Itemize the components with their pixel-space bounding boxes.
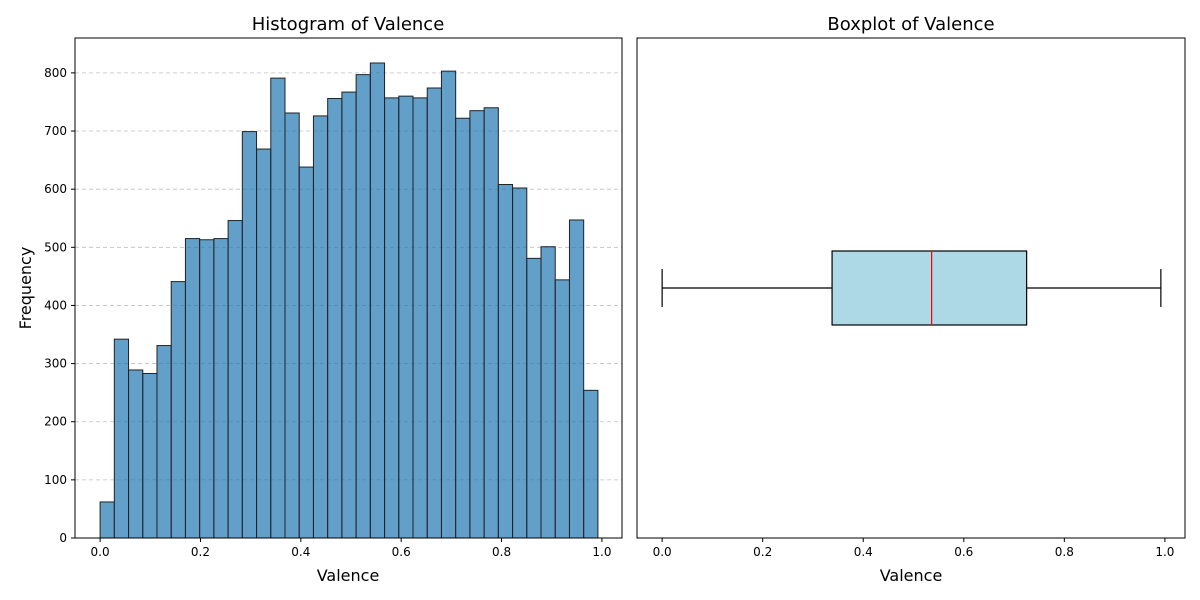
boxplot-x-tick-label: 0.2 [753,545,772,559]
histogram-y-tick-label: 300 [44,357,67,371]
histogram-bar [184,238,201,539]
histogram-bar [227,220,243,539]
histogram-y-tick-label: 600 [44,182,67,196]
histogram-y-axis-label: Frequency [16,247,35,330]
histogram-y-ticks: 0 100 200 300 400 500 600 700 800 [44,66,75,545]
histogram-bar [241,131,258,539]
boxplot-x-ticks: 0.0 0.2 0.4 0.6 0.8 1.0 [653,538,1174,559]
histogram-y-tick-label: 800 [44,66,67,80]
boxplot-x-tick-label: 0.6 [954,545,973,559]
boxplot-panel: Boxplot of Valence 0.0 0.2 0.4 0.6 0.8 1.0 Va… [636,14,1186,585]
histogram-bars [99,62,599,539]
histogram-bar [369,62,386,539]
histogram-bar [440,70,457,539]
histogram-bar [199,239,215,539]
histogram-y-tick-label: 200 [44,415,67,429]
histogram-bar [284,112,300,539]
histogram-y-tick-label: 700 [44,124,67,138]
histogram-bar [156,345,172,539]
boxplot-body [661,250,1162,326]
histogram-bar [398,95,414,539]
histogram-x-axis-label: Valence [317,566,380,585]
histogram-title: Histogram of Valence [252,14,445,35]
histogram-x-tick-label: 0.2 [191,545,210,559]
histogram-bar [170,281,186,539]
histogram-bar [256,148,272,539]
boxplot-x-tick-label: 0.0 [653,545,672,559]
histogram-bar [469,110,485,539]
histogram-bar [142,372,158,539]
histogram-bar [497,184,514,539]
histogram-bar [384,97,400,539]
histogram-bar [213,238,229,539]
histogram-bar [341,91,357,539]
histogram-bar [512,187,528,539]
histogram-bar [526,257,542,539]
histogram-axes-frame [74,37,623,539]
histogram-x-tick-label: 0.4 [291,545,310,559]
histogram-bar [113,338,130,539]
histogram-bar [426,87,442,539]
histogram-bar [568,219,585,539]
histogram-y-tick-label: 100 [44,473,67,487]
histogram-bar [583,389,599,539]
histogram-bar [483,107,499,539]
histogram-bar [554,279,570,539]
histogram-bar [128,369,144,539]
histogram-bar [312,115,329,539]
histogram-y-tick-label: 500 [44,240,67,254]
boxplot-x-tick-label: 1.0 [1155,545,1174,559]
boxplot-axes-frame [636,37,1186,539]
histogram-bar [412,97,428,539]
histogram-x-tick-label: 1.0 [592,545,611,559]
histogram-bar [99,501,115,539]
histogram-bar [455,117,471,539]
boxplot-x-tick-label: 0.4 [854,545,873,559]
boxplot-box [831,250,1028,326]
boxplot-x-tick-label: 0.8 [1055,545,1074,559]
histogram-x-tick-label: 0.0 [91,545,110,559]
histogram-bar [270,77,286,539]
boxplot-title: Boxplot of Valence [827,14,994,35]
histogram-bar [298,166,314,539]
histogram-bar [355,74,371,539]
histogram-x-tick-label: 0.8 [492,545,511,559]
histogram-x-ticks: 0.0 0.2 0.4 0.6 0.8 1.0 [91,538,611,559]
histogram-y-tick-label: 400 [44,298,67,312]
histogram-y-tick-label: 0 [59,531,67,545]
boxplot-x-axis-label: Valence [880,566,943,585]
histogram-bar [540,246,556,539]
histogram-panel: Histogram of Valence 0.0 0.2 0.4 0.6 0.8 1.0 … [16,14,623,585]
histogram-x-tick-label: 0.6 [392,545,411,559]
histogram-bar [327,97,343,539]
